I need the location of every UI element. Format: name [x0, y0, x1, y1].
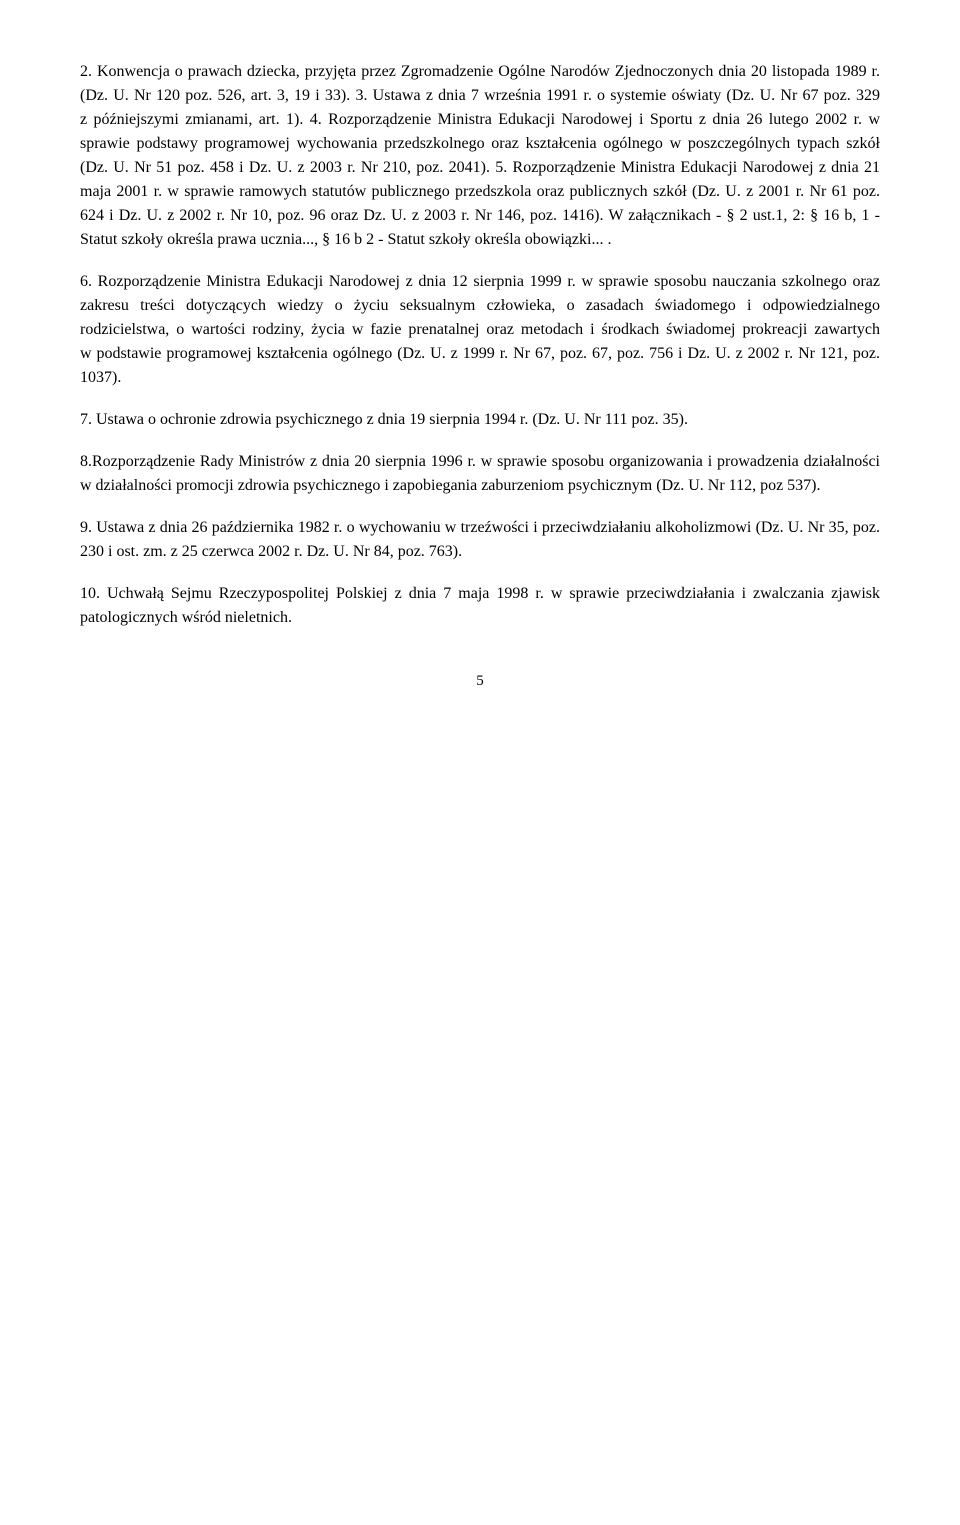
paragraph-8: 8.Rozporządzenie Rady Ministrów z dnia 2… — [80, 450, 880, 498]
page-number: 5 — [80, 670, 880, 693]
paragraph-7: 7. Ustawa o ochronie zdrowia psychiczneg… — [80, 408, 880, 432]
paragraph-2: 2. Konwencja o prawach dziecka, przyjęta… — [80, 60, 880, 252]
paragraph-6: 6. Rozporządzenie Ministra Edukacji Naro… — [80, 270, 880, 390]
paragraph-10: 10. Uchwałą Sejmu Rzeczypospolitej Polsk… — [80, 582, 880, 630]
paragraph-9: 9. Ustawa z dnia 26 października 1982 r.… — [80, 516, 880, 564]
